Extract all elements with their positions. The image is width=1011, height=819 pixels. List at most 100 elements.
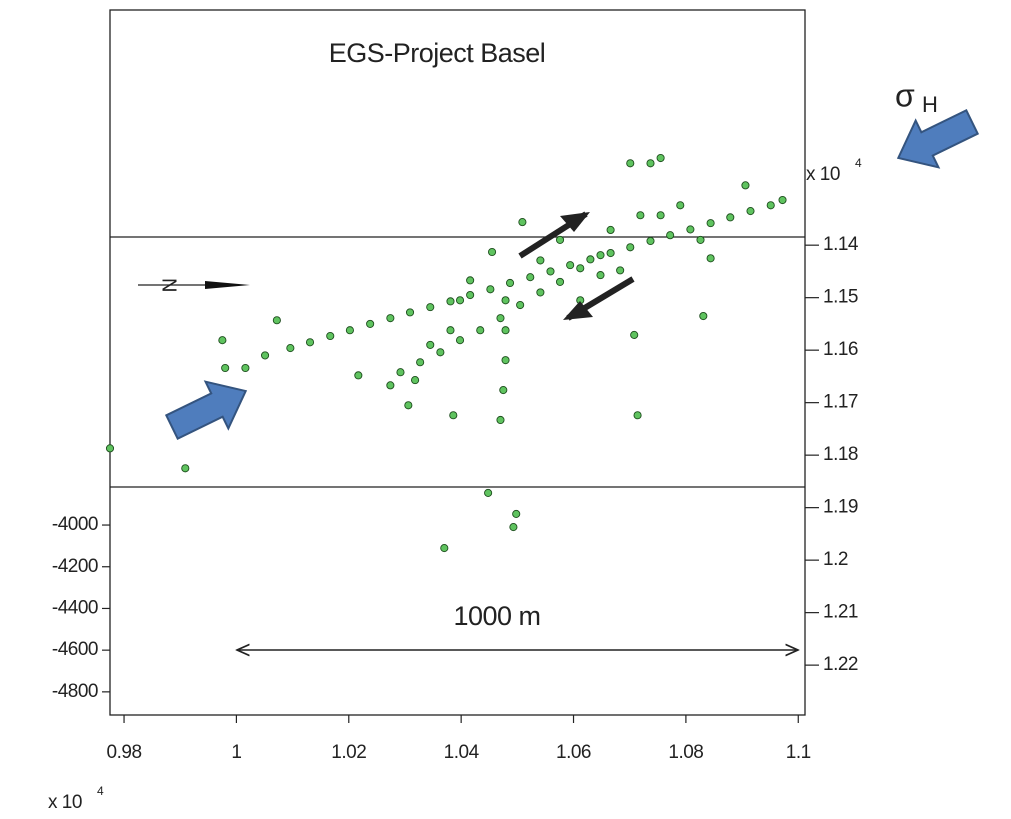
x-multiplier-exp: 4: [97, 784, 104, 798]
y-tick-label: -4600: [52, 639, 98, 660]
x-tick-label: 1.08: [668, 742, 703, 763]
point: [105, 444, 115, 453]
north-label: N: [158, 278, 180, 292]
x-tick-label: 1.1: [786, 742, 811, 763]
point: [496, 314, 505, 323]
point: [566, 261, 575, 270]
chart-title: EGS-Project Basel: [329, 38, 546, 68]
point: [446, 297, 455, 306]
point: [221, 363, 230, 373]
point: [446, 326, 455, 335]
point: [741, 181, 750, 190]
y2-tick-label: 1.19: [823, 497, 858, 518]
points: [105, 153, 787, 553]
y2-tick-label: 1.17: [823, 392, 858, 413]
y2-tick-label: 1.21: [823, 602, 858, 623]
point: [496, 415, 505, 425]
scale-label: 1000 m: [453, 601, 540, 631]
point: [706, 254, 715, 263]
y2-tick-label: 1.2: [823, 549, 848, 570]
point: [411, 376, 420, 385]
y-tick-label: -4200: [52, 556, 98, 577]
y2-tick-label: 1.18: [823, 444, 858, 465]
point: [386, 314, 395, 323]
point: [455, 296, 465, 305]
point: [261, 351, 270, 360]
stress-subscript: H: [922, 92, 937, 117]
point: [181, 464, 190, 473]
point: [396, 368, 405, 377]
point: [218, 336, 227, 345]
point: [686, 225, 695, 234]
y2-multiplier: x 10: [806, 164, 840, 185]
point: [440, 544, 449, 553]
point: [426, 303, 435, 312]
point: [536, 288, 545, 297]
x-tick-label: 1.04: [444, 742, 480, 763]
x-tick-label: 1: [231, 742, 241, 763]
point: [466, 290, 475, 300]
point: [486, 285, 495, 294]
point: [501, 296, 510, 305]
point: [666, 231, 675, 240]
point: [501, 356, 510, 365]
point: [555, 277, 565, 286]
point: [366, 319, 375, 328]
y2-tick-label: 1.22: [823, 654, 858, 675]
x-tick-label: 0.98: [107, 742, 142, 763]
point: [476, 326, 485, 335]
y2-tick-label: 1.15: [823, 287, 858, 308]
point: [345, 326, 354, 335]
point: [766, 201, 775, 210]
point: [526, 273, 535, 282]
point: [706, 219, 715, 228]
point: [626, 159, 635, 168]
y-tick-label: -4400: [52, 597, 98, 618]
point: [586, 255, 595, 264]
stress-arrow: [164, 380, 248, 441]
point: [509, 523, 518, 532]
point: [636, 211, 645, 220]
point: [488, 247, 497, 257]
y2-multiplier-exp: 4: [855, 156, 862, 170]
point: [512, 509, 521, 518]
point: [286, 344, 295, 353]
point: [416, 358, 425, 367]
point: [746, 207, 755, 216]
point: [518, 218, 527, 227]
point: [555, 235, 565, 244]
x-multiplier: x 10: [48, 792, 82, 813]
point: [501, 326, 510, 335]
point: [630, 330, 639, 339]
point: [656, 211, 665, 220]
slip-arrow-head: [560, 212, 590, 232]
point: [596, 271, 605, 280]
point: [241, 363, 250, 373]
point: [626, 243, 635, 252]
point: [616, 266, 625, 275]
point: [436, 348, 445, 357]
point: [386, 381, 395, 390]
point: [646, 236, 655, 246]
point: [426, 340, 435, 349]
point: [676, 201, 685, 210]
point: [272, 316, 281, 325]
x-tick-label: 1.06: [556, 742, 591, 763]
stress-arrow: [896, 108, 980, 169]
point: [536, 256, 545, 265]
point: [305, 338, 315, 347]
point: [354, 371, 363, 380]
point: [499, 386, 508, 395]
stress-symbol: σ: [895, 77, 915, 113]
y2-tick-label: 1.14: [823, 234, 859, 255]
point: [516, 300, 525, 310]
y2-tick-label: 1.16: [823, 339, 858, 360]
point: [656, 153, 665, 163]
point: [455, 336, 465, 345]
y-tick-label: -4000: [52, 514, 98, 535]
point: [696, 235, 705, 244]
plot-frame: [109, 9, 806, 716]
point: [404, 401, 413, 410]
point: [646, 159, 655, 168]
